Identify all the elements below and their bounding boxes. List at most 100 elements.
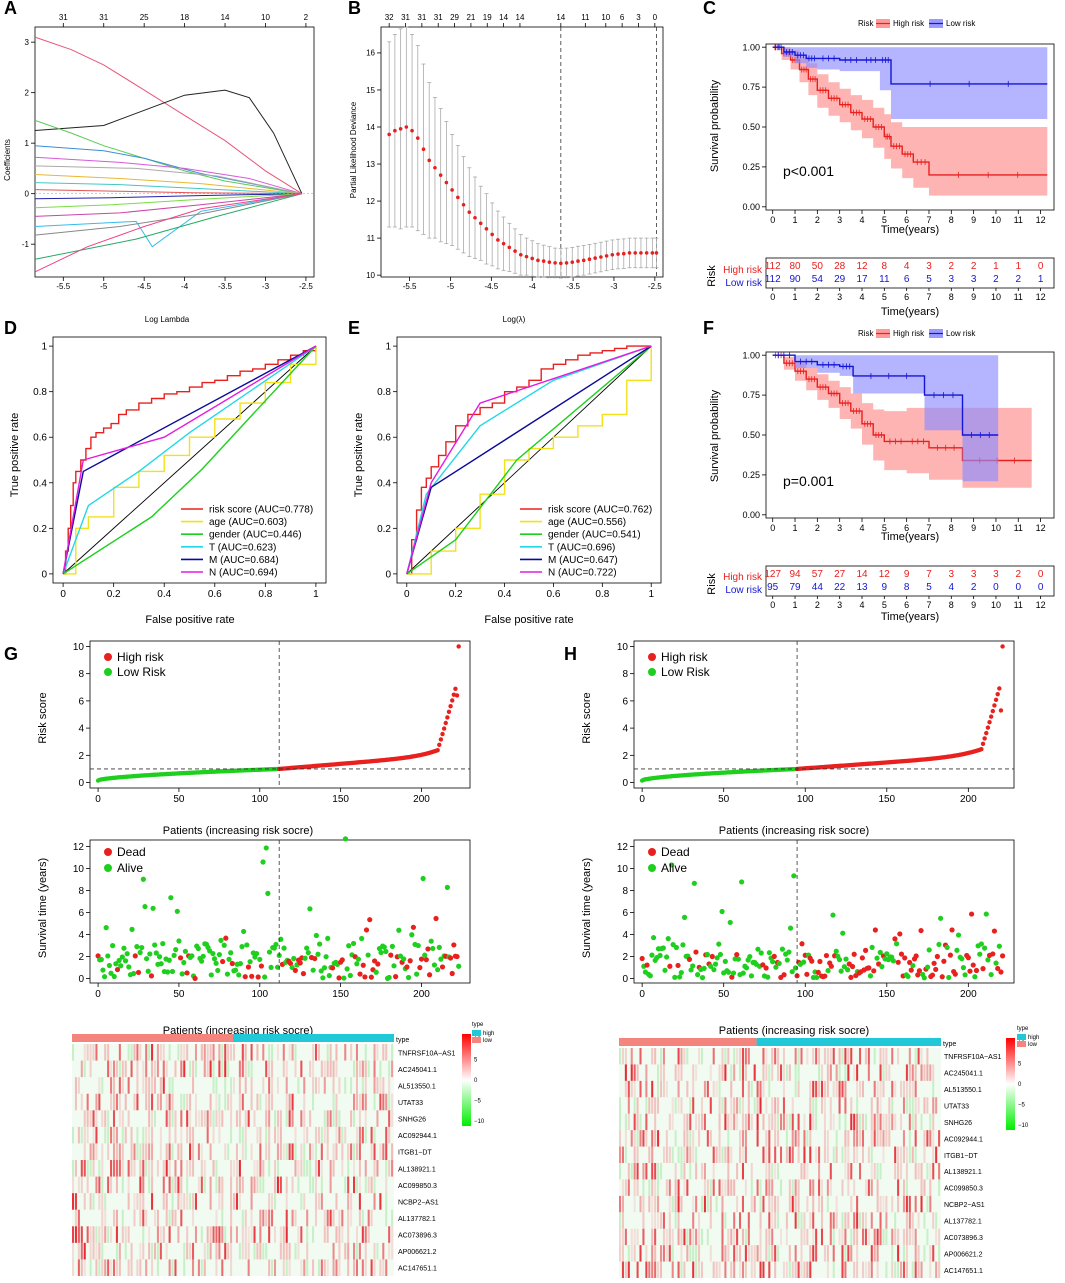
test-heatmap-cell bbox=[914, 1080, 917, 1098]
test-heatmap-cell bbox=[853, 1261, 856, 1278]
train-heatmap-cell bbox=[130, 1060, 133, 1078]
train-heatmap-cell bbox=[238, 1126, 241, 1144]
test-heatmap-cell bbox=[923, 1212, 926, 1229]
train-survtime-point bbox=[363, 927, 370, 933]
test-heatmap-cell bbox=[812, 1212, 815, 1229]
km-test-risk-table-low-count: 95 bbox=[767, 582, 779, 593]
test-survtime-point bbox=[711, 967, 717, 973]
test-survtime-point bbox=[815, 969, 821, 975]
train-heatmap-cell bbox=[253, 1110, 256, 1127]
test-heatmap-cell bbox=[733, 1212, 736, 1229]
test-heatmap-cell bbox=[692, 1080, 695, 1098]
test-heatmap-cell bbox=[765, 1179, 768, 1196]
test-heatmap-cell bbox=[724, 1212, 727, 1229]
train-heatmap-cell bbox=[347, 1160, 350, 1177]
test-heatmap-cell bbox=[712, 1146, 715, 1163]
train-heatmap-cell bbox=[197, 1259, 200, 1276]
train-heatmap-cell bbox=[203, 1060, 206, 1078]
test-heatmap-cell bbox=[709, 1064, 712, 1081]
cv-deviance-point bbox=[547, 260, 552, 264]
test-heatmap-cell bbox=[876, 1179, 879, 1196]
test-heatmap-cell bbox=[885, 1048, 888, 1065]
train-heatmap-cell bbox=[89, 1226, 92, 1243]
train-heatmap-cell bbox=[221, 1060, 224, 1078]
train-heatmap-cell bbox=[361, 1126, 364, 1144]
train-heatmap-cell bbox=[332, 1077, 335, 1094]
train-survtime-point bbox=[373, 969, 379, 975]
test-heatmap-cell bbox=[864, 1261, 867, 1278]
train-survtime-point bbox=[342, 836, 349, 842]
train-legend-dot-low bbox=[104, 668, 112, 676]
km-train-legend-low: Low risk bbox=[946, 19, 976, 28]
train-heatmap-cell bbox=[273, 1176, 277, 1194]
test-heatmap-cell bbox=[662, 1245, 665, 1262]
km-train-risk-table-low-count: 3 bbox=[949, 274, 955, 285]
test-heatmap-cell bbox=[908, 1113, 911, 1131]
test-heatmap-cell bbox=[894, 1113, 897, 1131]
train-heatmap-cell bbox=[139, 1160, 142, 1177]
test-heatmap-cell bbox=[771, 1179, 774, 1196]
test-heatmap-cell bbox=[654, 1261, 657, 1278]
test-group-legend-high: high bbox=[1028, 1035, 1039, 1041]
test-heatmap-cell bbox=[774, 1048, 777, 1065]
train-heatmap-cell bbox=[159, 1226, 162, 1243]
test-heatmap-cell bbox=[870, 1163, 873, 1180]
km-train-risk-table-frame bbox=[765, 257, 1055, 289]
test-heatmap-cell bbox=[864, 1113, 867, 1131]
roc-train-x-tick-label: 0.4 bbox=[157, 589, 171, 600]
train-heatmap-cell bbox=[110, 1093, 113, 1111]
test-survtime-point bbox=[760, 962, 766, 968]
test-heatmap-cell bbox=[642, 1179, 645, 1196]
km-train-risk-table-high-count: 1 bbox=[993, 261, 999, 272]
train-heatmap-cell bbox=[186, 1160, 189, 1177]
train-heatmap-cell bbox=[250, 1093, 253, 1111]
train-heatmap-cell bbox=[115, 1060, 118, 1078]
test-heatmap-cell bbox=[923, 1179, 926, 1196]
test-heatmap-cell bbox=[911, 1097, 914, 1114]
test-survtime-x-tick-label: 0 bbox=[639, 989, 645, 1000]
train-survtime-point bbox=[106, 962, 113, 969]
test-survtime-point bbox=[898, 951, 905, 957]
train-heatmap-cell bbox=[83, 1044, 86, 1061]
train-heatmap-cell bbox=[218, 1044, 221, 1061]
test-heatmap-cell bbox=[645, 1130, 648, 1147]
train-heatmap-cell bbox=[86, 1093, 89, 1111]
test-heatmap-cell bbox=[677, 1097, 680, 1114]
train-heatmap-cell bbox=[142, 1060, 145, 1078]
train-heatmap-cell bbox=[285, 1060, 288, 1078]
train-heatmap-cell bbox=[247, 1226, 250, 1243]
cv-deviance-point bbox=[421, 147, 426, 152]
test-heatmap-cell bbox=[788, 1064, 791, 1081]
cv-top-tick-label: 11 bbox=[581, 13, 590, 22]
train-heatmap-cell bbox=[367, 1226, 370, 1243]
train-survtime-point bbox=[302, 955, 308, 961]
test-heatmap-cell bbox=[794, 1212, 797, 1229]
train-heatmap-cell bbox=[312, 1093, 315, 1111]
km-train-risk-table-low-count: 2 bbox=[1015, 274, 1021, 285]
train-heatmap-cell bbox=[353, 1143, 356, 1160]
train-heatmap-cell bbox=[192, 1259, 195, 1276]
roc-train-plot-frame bbox=[52, 336, 327, 584]
test-heatmap-cell bbox=[873, 1163, 876, 1180]
test-heatmap-cell bbox=[689, 1228, 692, 1246]
train-survtime-point bbox=[287, 960, 294, 967]
cv-top-tick-label: 3 bbox=[636, 13, 641, 22]
lasso-top-tick-label: 18 bbox=[180, 13, 189, 22]
train-heatmap-cell bbox=[314, 1044, 318, 1061]
test-heatmap-cell bbox=[777, 1212, 780, 1229]
train-heatmap-cell bbox=[151, 1077, 154, 1094]
test-heatmap-cell bbox=[788, 1195, 791, 1213]
train-heatmap-cell bbox=[238, 1077, 241, 1094]
train-heatmap-cell bbox=[385, 1044, 388, 1061]
test-heatmap-cell bbox=[797, 1113, 800, 1131]
test-heatmap-cell bbox=[932, 1064, 935, 1081]
train-survtime-point bbox=[143, 956, 150, 962]
train-survtime-point bbox=[105, 953, 111, 959]
test-heatmap-cell bbox=[654, 1212, 657, 1229]
train-heatmap-cell bbox=[282, 1242, 285, 1260]
train-heatmap-cell bbox=[297, 1176, 300, 1194]
cv-deviance-point bbox=[501, 241, 506, 246]
test-heatmap-cell bbox=[908, 1064, 911, 1081]
test-survtime-point bbox=[905, 973, 911, 980]
test-heatmap-cell bbox=[759, 1097, 762, 1114]
